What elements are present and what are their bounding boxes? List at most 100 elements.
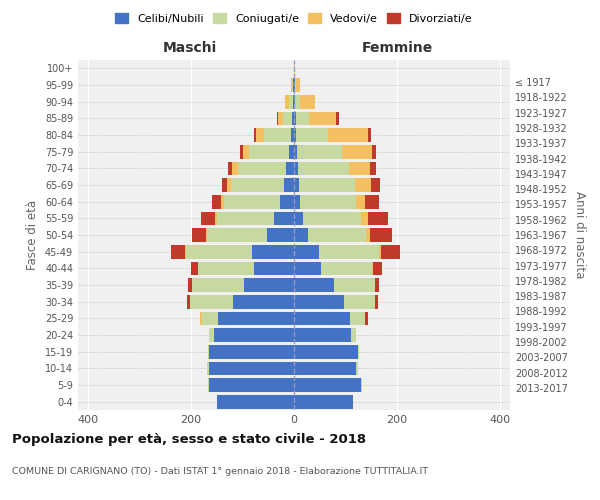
Bar xyxy=(242,145,249,158)
Bar xyxy=(170,245,185,258)
Bar xyxy=(319,245,379,258)
Bar xyxy=(238,162,286,175)
Bar xyxy=(350,328,356,342)
Y-axis label: Fasce di età: Fasce di età xyxy=(26,200,39,270)
Bar xyxy=(192,228,206,242)
Bar xyxy=(217,395,294,408)
Bar xyxy=(373,262,382,275)
Bar xyxy=(294,195,300,208)
Bar xyxy=(294,378,361,392)
Bar xyxy=(355,178,371,192)
Bar xyxy=(264,128,291,142)
Bar xyxy=(221,195,224,208)
Bar xyxy=(209,362,294,375)
Bar xyxy=(350,312,365,325)
Bar xyxy=(375,278,379,292)
Bar xyxy=(186,245,252,258)
Bar xyxy=(291,128,294,142)
Bar xyxy=(321,262,372,275)
Legend: Celibi/Nubili, Coniugati/e, Vedovi/e, Divorziati/e: Celibi/Nubili, Coniugati/e, Vedovi/e, Di… xyxy=(113,10,475,26)
Bar xyxy=(215,212,217,225)
Bar xyxy=(294,62,295,75)
Bar xyxy=(344,295,375,308)
Text: Maschi: Maschi xyxy=(163,41,217,55)
Bar xyxy=(267,228,294,242)
Bar xyxy=(294,328,350,342)
Bar xyxy=(336,112,339,125)
Bar xyxy=(199,262,254,275)
Bar xyxy=(289,145,294,158)
Bar xyxy=(299,178,355,192)
Bar xyxy=(228,162,232,175)
Bar xyxy=(295,95,300,108)
Bar xyxy=(365,195,379,208)
Bar xyxy=(188,278,192,292)
Bar xyxy=(286,162,294,175)
Bar xyxy=(296,78,299,92)
Bar xyxy=(202,312,218,325)
Bar xyxy=(300,195,356,208)
Bar xyxy=(294,112,296,125)
Bar xyxy=(294,145,296,158)
Bar xyxy=(295,78,296,92)
Bar xyxy=(240,145,242,158)
Bar xyxy=(294,395,353,408)
Bar xyxy=(294,362,356,375)
Bar xyxy=(277,112,278,125)
Bar xyxy=(212,195,221,208)
Bar xyxy=(361,212,368,225)
Bar xyxy=(284,178,294,192)
Bar xyxy=(208,345,209,358)
Bar xyxy=(207,362,209,375)
Bar xyxy=(382,245,400,258)
Bar xyxy=(371,178,380,192)
Bar xyxy=(328,128,368,142)
Bar xyxy=(294,128,296,142)
Bar xyxy=(294,95,295,108)
Bar xyxy=(209,378,294,392)
Bar xyxy=(206,228,267,242)
Bar xyxy=(294,228,308,242)
Bar xyxy=(214,328,294,342)
Bar xyxy=(294,262,321,275)
Bar xyxy=(191,262,199,275)
Bar xyxy=(256,128,264,142)
Bar xyxy=(217,212,274,225)
Bar xyxy=(308,228,366,242)
Bar xyxy=(254,128,256,142)
Bar xyxy=(209,345,294,358)
Bar xyxy=(254,262,294,275)
Bar xyxy=(209,328,214,342)
Bar xyxy=(294,295,344,308)
Bar xyxy=(294,278,334,292)
Bar xyxy=(233,295,294,308)
Bar xyxy=(294,345,358,358)
Bar xyxy=(232,162,238,175)
Y-axis label: Anni di nascita: Anni di nascita xyxy=(573,192,586,278)
Bar xyxy=(227,178,231,192)
Text: Popolazione per età, sesso e stato civile - 2018: Popolazione per età, sesso e stato civil… xyxy=(12,432,366,446)
Bar xyxy=(192,278,244,292)
Bar xyxy=(274,212,294,225)
Text: COMUNE DI CARIGNANO (TO) - Dati ISTAT 1° gennaio 2018 - Elaborazione TUTTITALIA.: COMUNE DI CARIGNANO (TO) - Dati ISTAT 1°… xyxy=(12,468,428,476)
Bar xyxy=(375,295,378,308)
Bar xyxy=(292,112,294,125)
Bar xyxy=(296,112,310,125)
Bar xyxy=(208,378,209,392)
Bar xyxy=(249,145,289,158)
Bar xyxy=(252,245,294,258)
Bar xyxy=(231,178,284,192)
Bar xyxy=(185,245,186,258)
Bar xyxy=(342,145,371,158)
Bar xyxy=(280,195,294,208)
Bar xyxy=(334,278,375,292)
Bar xyxy=(371,145,376,158)
Bar xyxy=(294,312,350,325)
Bar xyxy=(368,128,371,142)
Bar xyxy=(218,312,294,325)
Bar xyxy=(292,78,293,92)
Bar xyxy=(278,112,283,125)
Bar xyxy=(368,212,388,225)
Bar xyxy=(303,212,361,225)
Bar xyxy=(222,178,227,192)
